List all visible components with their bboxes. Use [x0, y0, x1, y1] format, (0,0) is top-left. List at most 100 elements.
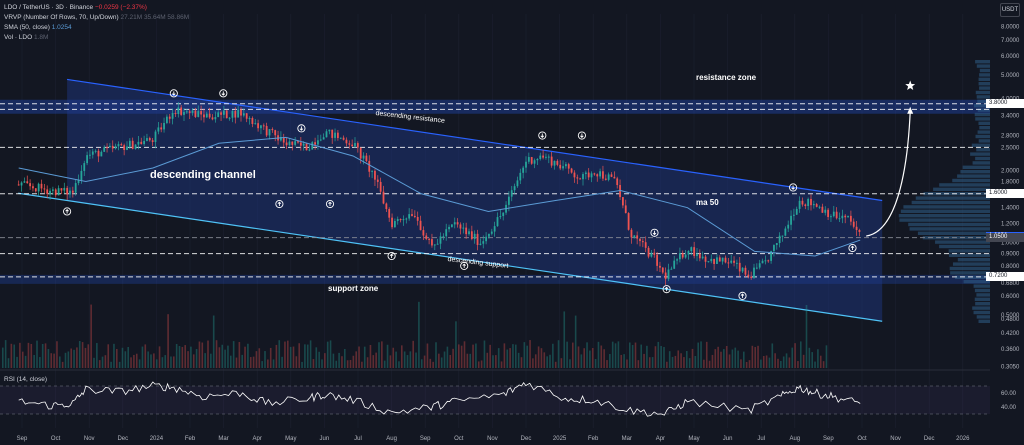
candle-body	[245, 113, 248, 119]
candle-body	[94, 150, 97, 152]
volume-profile-row	[975, 156, 990, 161]
x-tick-label: Jul	[354, 436, 362, 442]
x-tick-label: Apr	[656, 436, 665, 442]
volume-bar	[469, 353, 471, 368]
volume-bar	[705, 341, 708, 368]
marker-circle-icon	[577, 131, 586, 140]
candle-body	[667, 269, 670, 279]
candle-body	[781, 235, 784, 237]
candle-body	[146, 138, 148, 141]
candle-body	[522, 167, 525, 173]
volume-bar	[352, 355, 355, 368]
sma-value: 1.0254	[51, 24, 72, 31]
vrvp-label[interactable]: VRVP (Number Of Rows, 70, Up/Down)	[4, 14, 119, 21]
candle-body	[71, 190, 74, 193]
volume-profile-row	[975, 134, 990, 139]
marker-circle-icon	[460, 261, 469, 270]
candle-body	[644, 242, 647, 248]
candle-body	[148, 138, 151, 141]
volume-profile-row	[979, 68, 990, 73]
candle-body	[573, 172, 576, 178]
candle-body	[382, 191, 385, 204]
volume-profile-row	[935, 240, 990, 244]
candle-body	[485, 236, 487, 242]
volume-profile-row	[957, 174, 990, 178]
volume-profile-row	[979, 73, 990, 77]
volume-bar	[814, 361, 816, 368]
currency-badge[interactable]: USDT	[1000, 3, 1020, 17]
volume-bar	[723, 349, 725, 368]
volume-bar	[187, 351, 189, 368]
volume-profile-row	[960, 170, 990, 174]
candle-body	[533, 160, 536, 164]
candle-body	[368, 160, 371, 172]
volume-bar	[378, 342, 380, 368]
volume-bar	[797, 361, 799, 368]
volume-bar	[543, 352, 546, 368]
volume-label[interactable]: Vol · LDO	[4, 34, 33, 41]
candle-body	[562, 166, 564, 169]
candle-body	[499, 216, 502, 218]
volume-bar	[617, 341, 620, 368]
candle-body	[559, 164, 562, 169]
volume-bar	[791, 347, 794, 368]
volume-bar	[802, 354, 805, 368]
sma-label[interactable]: SMA (50, close)	[4, 24, 50, 31]
candle-body	[299, 142, 302, 146]
volume-bar	[720, 351, 722, 368]
candle-body	[285, 142, 288, 146]
candle-body	[231, 110, 234, 118]
volume-bar	[184, 345, 186, 368]
volume-bar	[446, 346, 449, 368]
volume-profile-row	[898, 214, 990, 218]
candle-body	[257, 123, 259, 129]
candle-body	[801, 200, 804, 205]
y-tick-label: 0.6000	[1001, 294, 1020, 300]
candle-body	[710, 258, 713, 262]
volume-bar	[312, 359, 315, 368]
x-tick-label: Sep	[17, 436, 28, 442]
candle-body	[647, 247, 650, 257]
candle-body	[351, 144, 354, 147]
candle-body	[661, 267, 664, 273]
volume-bar	[788, 357, 791, 368]
volume-bar	[204, 353, 206, 368]
candle-body	[701, 256, 704, 259]
volume-bar	[586, 342, 588, 368]
y-tick-label: 7.0000	[1001, 38, 1020, 44]
price-tag: 3.8000	[986, 99, 1024, 109]
candle-body	[613, 176, 616, 179]
forecast-arrowhead	[907, 106, 914, 114]
candle-body	[319, 139, 322, 141]
symbol-title[interactable]: LDO / TetherUS · 3D · Binance	[4, 4, 94, 11]
candle-body	[641, 241, 644, 243]
candle-body	[790, 215, 792, 225]
candle-body	[502, 212, 505, 217]
candle-body	[311, 142, 314, 150]
volume-bar	[389, 355, 392, 368]
volume-bar	[725, 345, 728, 368]
candle-body	[322, 137, 325, 140]
candle-body	[653, 252, 656, 255]
volume-bar	[96, 343, 98, 368]
volume-bar	[777, 358, 779, 368]
y-tick-label: 2.0000	[1001, 169, 1020, 175]
rsi-label[interactable]: RSI (14, close)	[4, 376, 47, 383]
marker-circle-icon	[219, 89, 228, 98]
candle-body	[827, 209, 829, 218]
volume-bar	[116, 348, 118, 368]
volume-value: 1.8M	[34, 34, 49, 41]
candle-body	[411, 214, 413, 216]
volume-profile-row	[978, 77, 990, 81]
volume-bar	[466, 353, 469, 368]
y-tick-label: 0.8000	[1001, 264, 1020, 270]
volume-bar	[144, 344, 147, 368]
volume-bar	[711, 354, 714, 368]
volume-bar	[429, 358, 432, 368]
candle-body	[727, 262, 730, 264]
volume-bar	[47, 349, 50, 368]
volume-bar	[623, 354, 625, 368]
candle-body	[656, 254, 658, 266]
candle-body	[89, 154, 91, 156]
candle-body	[74, 183, 77, 193]
